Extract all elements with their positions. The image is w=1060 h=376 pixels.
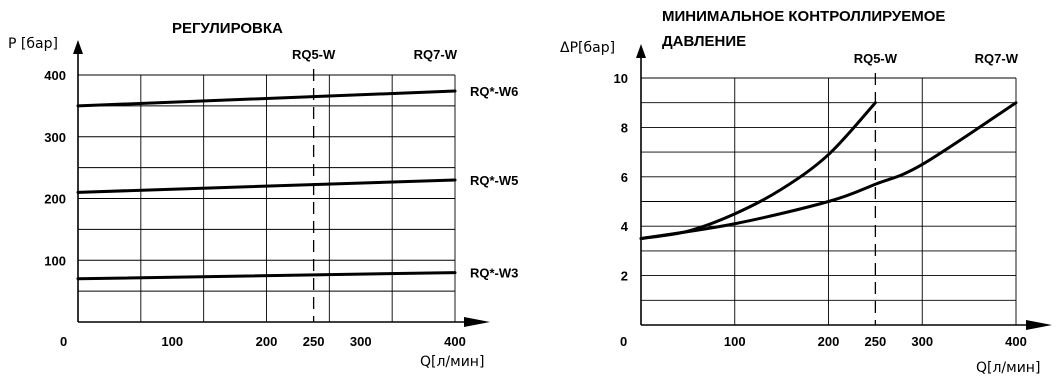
model-marker-label: RQ7-W — [975, 51, 1019, 66]
y-axis-arrow — [73, 40, 83, 54]
x-tick-label: 300 — [911, 334, 933, 349]
y-tick-label: 300 — [44, 130, 66, 145]
x-tick-label: 250 — [303, 334, 325, 349]
series-line-rq-w6 — [76, 89, 457, 108]
y-tick-label: 10 — [614, 71, 628, 86]
series-line-rq-w3 — [76, 271, 457, 281]
grid — [78, 74, 456, 322]
model-marker-label: RQ5-W — [292, 47, 336, 62]
x-tick-label: 100 — [724, 334, 746, 349]
chart-title: РЕГУЛИРОВКА — [172, 20, 283, 37]
series-lines — [76, 89, 457, 281]
x-tick-label: 250 — [865, 334, 887, 349]
x-origin-label: 0 — [60, 334, 67, 349]
x-axis-label: Q[л/мин] — [976, 360, 1040, 376]
x-axis-arrow — [1026, 320, 1052, 330]
series-label: RQ*-W6 — [470, 84, 518, 99]
series-curves — [639, 101, 1018, 241]
y-tick-label: 200 — [44, 192, 66, 207]
chart-title-line-1: МИНИМАЛЬНОЕ КОНТРОЛЛИРУЕМОЕ — [662, 8, 945, 25]
model-markers: RQ5-W RQ7-W — [854, 51, 1019, 325]
y-tick-label: 6 — [621, 170, 628, 185]
model-markers: RQ5-W RQ7-W — [292, 47, 458, 322]
x-axis-arrow — [464, 317, 490, 327]
x-tick-label: 300 — [350, 334, 372, 349]
x-axis-label: Q[л/мин] — [420, 354, 484, 370]
series-label: RQ*-W3 — [470, 266, 518, 281]
series-line-rq-w5 — [76, 178, 457, 194]
x-origin-label: 0 — [620, 334, 627, 349]
y-tick-label: 400 — [44, 68, 66, 83]
chart-regulation: РЕГУЛИРОВКА P [бар] Q[л/мин] 0 100 200 300… — [8, 20, 518, 370]
x-tick-label: 400 — [444, 334, 466, 349]
series-line-rq7-w — [639, 101, 1018, 241]
x-tick-label: 100 — [161, 334, 183, 349]
y-tick-label: 100 — [44, 253, 66, 268]
tick-labels: 2 4 6 8 10 100 200 250 300 400 — [614, 71, 1027, 349]
y-tick-label: 8 — [621, 120, 628, 135]
series-labels: RQ*-W6 RQ*-W5 RQ*-W3 — [470, 84, 518, 281]
y-tick-label: 2 — [621, 269, 628, 284]
x-tick-label: 400 — [1005, 334, 1027, 349]
y-tick-label: 4 — [621, 219, 629, 234]
series-label: RQ*-W5 — [470, 173, 518, 188]
chart-title-line-2: ДАВЛЕНИЕ — [662, 33, 746, 50]
y-axis-label: ΔP[бар] — [560, 40, 615, 56]
y-axis-label: P [бар] — [8, 36, 58, 52]
chart-min-pressure: МИНИМАЛЬНОЕ КОНТРОЛЛИРУЕМОЕ ДАВЛЕНИЕ ΔP[… — [560, 8, 1052, 376]
y-axis-arrow — [636, 44, 646, 58]
tick-labels: 100 200 300 400 100 200 250 300 400 — [44, 68, 466, 349]
x-tick-label: 200 — [818, 334, 840, 349]
model-marker-label: RQ5-W — [854, 51, 898, 66]
x-tick-label: 200 — [256, 334, 278, 349]
axes — [73, 40, 490, 327]
axes — [636, 44, 1052, 330]
model-marker-label: RQ7-W — [414, 47, 458, 62]
